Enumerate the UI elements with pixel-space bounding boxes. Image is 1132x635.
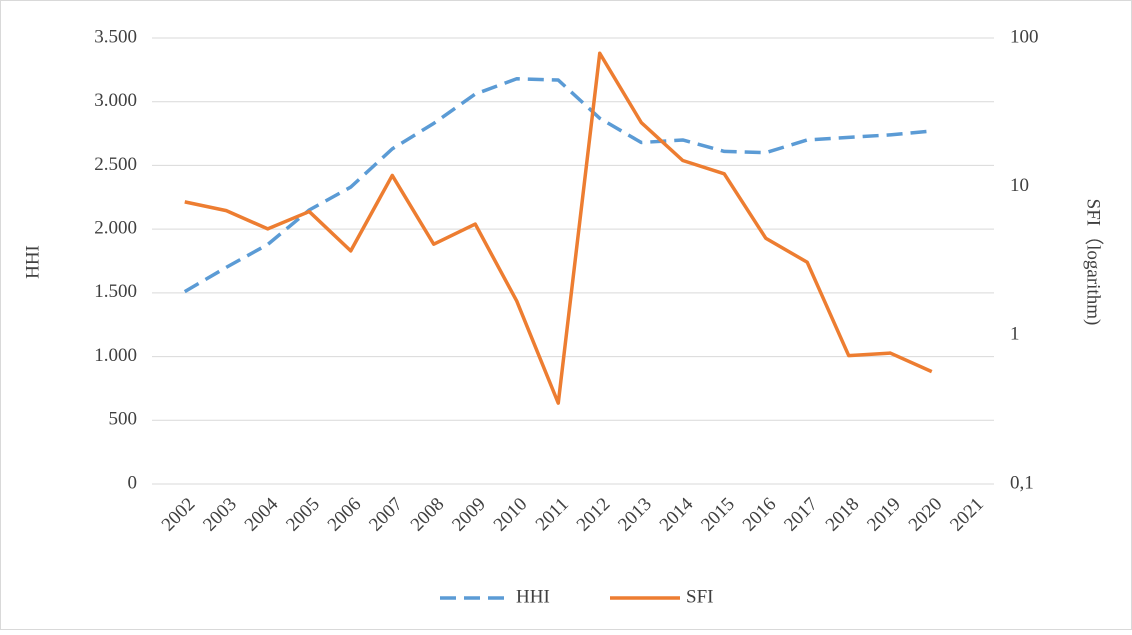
y-tick-label: 2.000 <box>94 218 137 239</box>
y2-tick-label: 10 <box>1010 175 1029 196</box>
line-series <box>184 51 933 405</box>
legend-label: HHI <box>516 586 550 607</box>
y-tick-label: 3.000 <box>94 90 137 111</box>
y-tick-label: 1.000 <box>94 345 137 366</box>
y2-axis-title: SFI（logarithm) <box>1083 199 1105 326</box>
y-tick-label: 2.500 <box>94 154 137 175</box>
y2-tick-label: 0,1 <box>1010 472 1034 493</box>
y-tick-label: 0 <box>128 472 138 493</box>
y2-tick-label: 100 <box>1010 26 1039 47</box>
legend-label: SFI <box>686 586 713 607</box>
y-tick-label: 500 <box>109 409 138 430</box>
y-tick-label: 3.500 <box>94 26 137 47</box>
y-tick-label: 1.500 <box>94 281 137 302</box>
y2-tick-label: 1 <box>1010 324 1020 345</box>
y-axis-title: HHI <box>22 245 43 279</box>
